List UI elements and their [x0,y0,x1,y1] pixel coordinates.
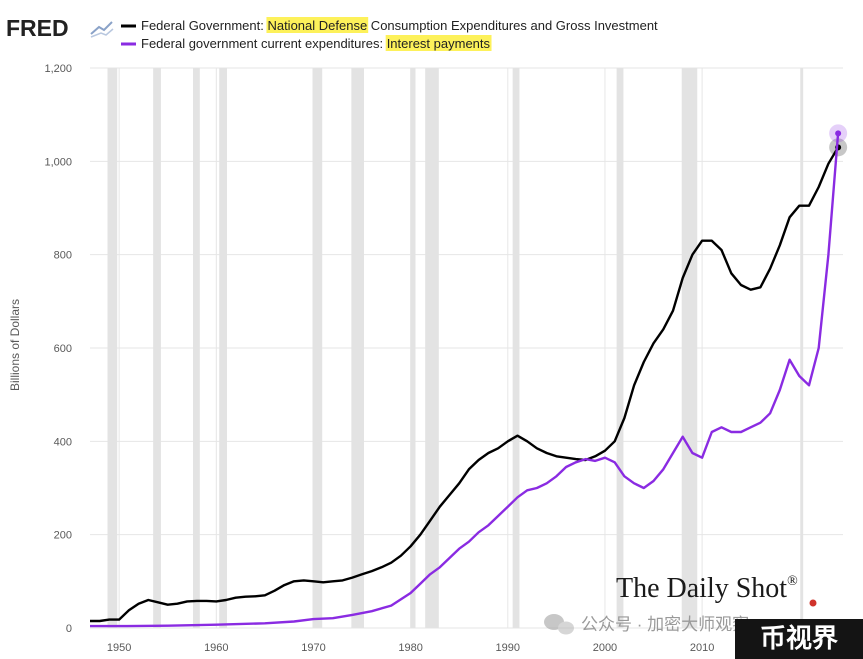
legend-label-interest: Federal government current expenditures:… [141,36,491,51]
recession-band [410,68,416,628]
legend-highlight-defense [266,17,369,33]
legend: Federal Government: National Defense Con… [121,17,658,51]
legend-label-defense: Federal Government: National Defense Con… [141,18,658,33]
x-tick-label: 1950 [107,642,131,654]
y-axis: 0 200 400 600 800 1,000 1,200 [44,63,72,635]
x-tick-label: 2000 [593,642,617,654]
y-tick-label: 400 [54,436,72,448]
x-tick-label: 1960 [204,642,228,654]
recession-band [312,68,323,628]
corner-badge [735,619,863,659]
legend-item-defense: Federal Government: National Defense Con… [121,17,658,33]
legend-item-interest: Federal government current expenditures:… [121,35,492,51]
series-line-defense [90,146,840,623]
y-axis-label: Billions of Dollars [8,299,22,391]
y-tick-label: 200 [54,530,72,542]
y-tick-label: 600 [54,343,72,355]
x-axis: 1950 1960 1970 1980 1990 2000 2010 [107,642,714,654]
recession-band [425,68,439,628]
x-tick-label: 1970 [301,642,325,654]
fred-logo: FRED [6,15,69,41]
y-tick-label: 1,200 [44,63,72,75]
recession-band [107,68,118,628]
recession-band [153,68,161,628]
x-tick-label: 1990 [496,642,520,654]
recession-band [800,68,804,628]
x-tick-label: 2010 [690,642,714,654]
recession-band [681,68,698,628]
y-tick-label: 800 [54,250,72,262]
series-line-interest [90,133,840,628]
recession-band [351,68,364,628]
y-tick-label: 1,000 [44,156,72,168]
wechat-watermark: 公众号 · 加密大师观察 [544,614,749,635]
legend-highlight-interest [385,35,492,51]
wechat-icon [544,614,574,635]
recession-band [512,68,520,628]
wechat-watermark-text: 公众号 · 加密大师观察 [581,615,749,634]
recession-band [616,68,624,628]
recession-bands [107,68,804,628]
series-layer [90,124,848,628]
daily-shot-brand: The Daily Shot® [616,573,798,604]
series-end-point [835,130,842,137]
x-tick-label: 1980 [398,642,422,654]
y-tick-label: 0 [66,623,72,635]
fred-chart-icon [90,21,114,38]
recession-band [192,68,200,628]
corner-badge-text: 币视界 [759,624,838,654]
daily-shot-watermark: The Daily Shot® [616,573,817,607]
recession-band [219,68,227,628]
daily-shot-dot [809,599,817,607]
